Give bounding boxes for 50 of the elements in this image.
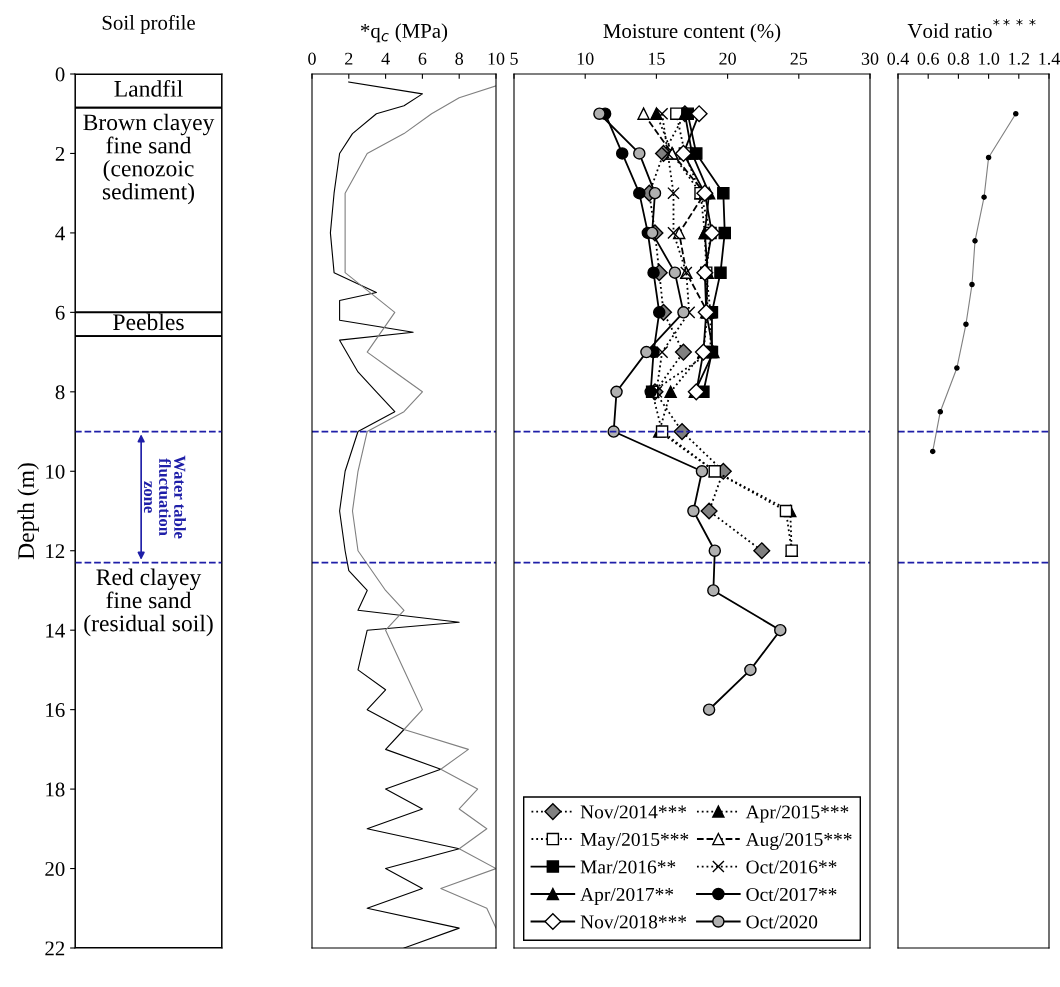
y-tick-label: 12 [46, 544, 65, 558]
x-tick-label: 6 [418, 52, 427, 65]
chart-title: *q$_{c}$ (MPa) [360, 23, 448, 43]
x-tick-label: 20 [719, 52, 736, 65]
x-tick-label: 5 [510, 52, 518, 65]
y-tick-label: 18 [46, 782, 65, 797]
x-tick-label: 10 [577, 52, 594, 65]
y-tick-label: 20 [45, 861, 65, 876]
chart-title: Void ratio$^{****}$ [907, 18, 1036, 39]
x-tick-label: 10 [488, 52, 505, 65]
series-label: Peebles [113, 313, 184, 331]
legend-label: Nov/2014*** [580, 805, 687, 819]
x-tick-label: 25 [790, 52, 808, 65]
y-tick-label: 0 [55, 67, 65, 82]
y-tick-label: 22 [45, 941, 65, 956]
chart-title: Soil profile [102, 14, 195, 34]
x-tick-label: 0.6 [917, 52, 939, 65]
x-tick-label: 0.4 [887, 52, 909, 65]
series-label: Brown clayey fine sand (cenozoic sediment) [83, 113, 215, 205]
x-tick-label: 0 [308, 52, 316, 65]
legend-label: May/2015*** [580, 832, 689, 851]
chart-title: Moisture content (%) [603, 23, 781, 43]
x-tick-label: 2 [345, 52, 353, 65]
legend-label: Oct/2020 [746, 915, 818, 929]
x-tick-label: 4 [381, 52, 390, 65]
y-tick-label: 8 [55, 385, 65, 400]
y-tick-label: 4 [55, 226, 65, 241]
legend-label: Apr/2015*** [745, 805, 849, 823]
x-tick-label: 1.2 [1009, 52, 1030, 65]
x-tick-label: 30 [861, 52, 879, 65]
y-tick-label: 14 [46, 623, 65, 638]
y-tick-label: 16 [46, 703, 65, 718]
x-tick-label: 8 [455, 52, 464, 65]
legend-label: Oct/2017** [746, 887, 837, 902]
legend-label: Aug/2015*** [745, 832, 852, 851]
legend-label: Nov/2018*** [580, 915, 687, 929]
y-tick-label: 2 [55, 146, 65, 161]
legend-label: Oct/2016** [746, 860, 837, 874]
y-tick-label: 10 [46, 464, 65, 479]
x-tick-label: 1.0 [978, 52, 1000, 65]
annotation: Water table fluctuation zone [143, 455, 186, 539]
x-tick-label: 15 [648, 52, 665, 65]
series-label: Landfil [114, 79, 183, 97]
x-tick-label: 1.4 [1039, 52, 1060, 65]
x-tick-label: 0.8 [947, 52, 969, 65]
legend-label: Apr/2017** [580, 887, 674, 905]
y-tick-label: 6 [55, 305, 65, 320]
y-axis-title: Depth (m) [17, 463, 39, 560]
series-label: Red clayey fine sand (residual soil) [84, 568, 213, 637]
legend-label: Mar/2016** [580, 860, 676, 874]
